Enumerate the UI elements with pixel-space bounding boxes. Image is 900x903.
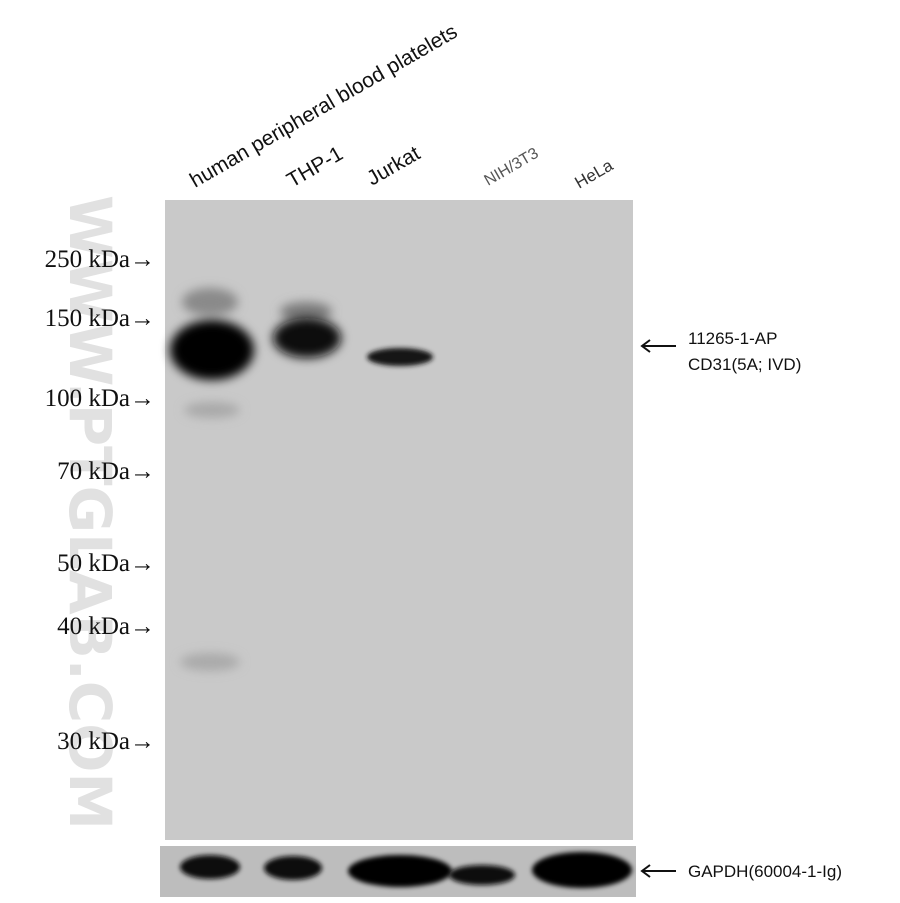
marker-label: 30 kDa→ xyxy=(57,728,155,755)
marker-label: 40 kDa→ xyxy=(57,613,155,640)
target-antibody: 11265-1-AP xyxy=(688,329,777,348)
marker-label: 50 kDa→ xyxy=(57,550,155,577)
annotation-arrow xyxy=(640,339,676,878)
markers: 250 kDa→ 150 kDa→ 100 kDa→ 70 kDa→ 50 kD… xyxy=(45,246,155,755)
main-blot xyxy=(165,200,633,840)
marker-label: 70 kDa→ xyxy=(57,458,155,485)
loading-control-label: GAPDH(60004-1-Ig) xyxy=(688,862,842,881)
marker-label: 250 kDa→ xyxy=(45,246,155,273)
watermark: WWW.PTGLAB.COM xyxy=(56,195,124,830)
loading-control-blot xyxy=(160,846,636,897)
marker-label: 100 kDa→ xyxy=(45,385,155,412)
marker-label: 150 kDa→ xyxy=(45,305,155,332)
target-protein: CD31(5A; IVD) xyxy=(688,355,801,374)
